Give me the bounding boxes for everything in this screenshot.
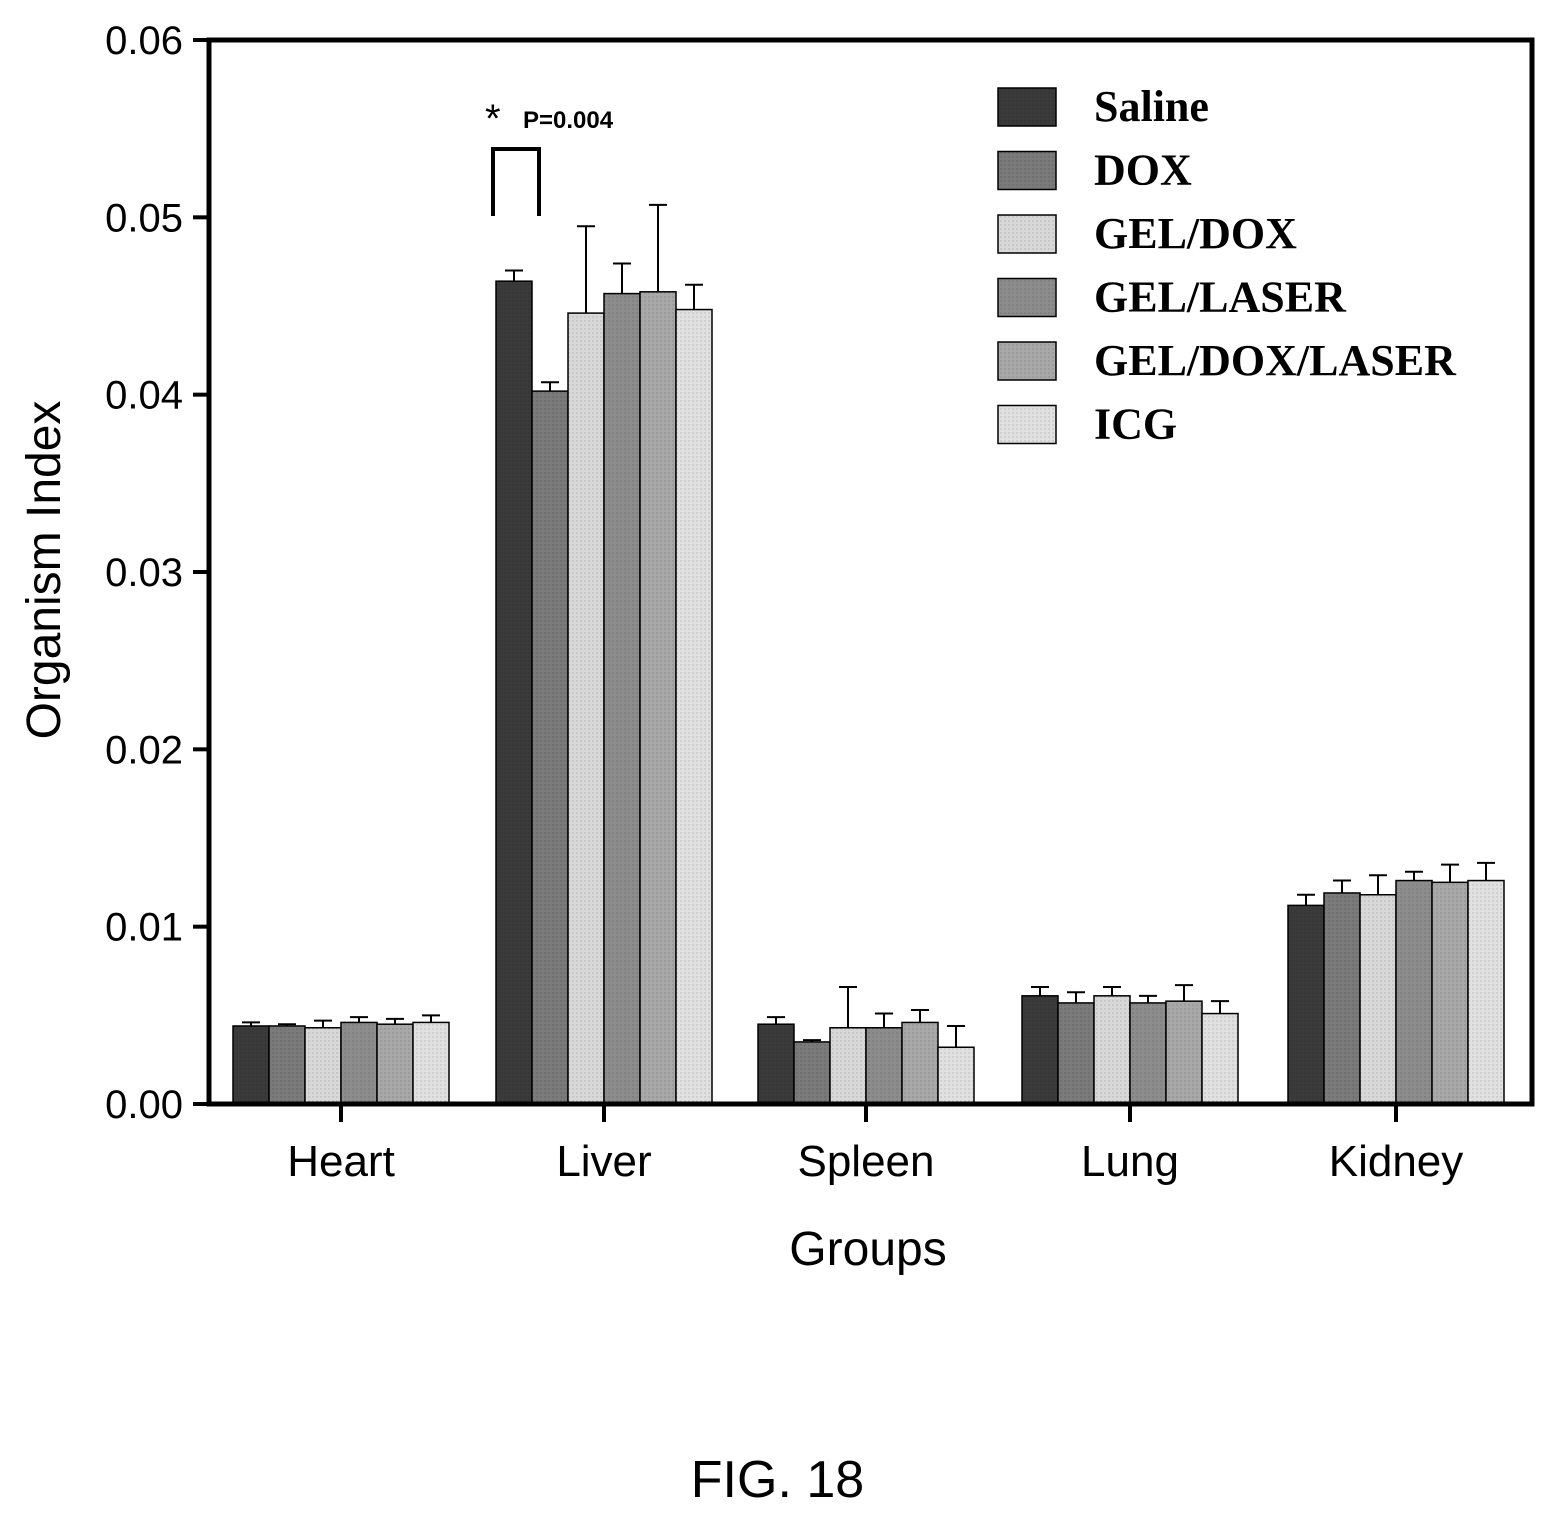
y-tick-label: 0.03: [105, 551, 183, 595]
bar-icg-spleen: [937, 1046, 975, 1105]
bar-saline-spleen: [757, 1023, 795, 1105]
bar-saline-lung: [1021, 995, 1059, 1105]
bar-gel-dox-laser-liver: [639, 291, 677, 1105]
x-tick-label-lung: Lung: [1081, 1137, 1179, 1186]
legend-swatch-texture: [998, 88, 1056, 126]
x-tick-label-liver: Liver: [556, 1137, 651, 1186]
bar-dox-spleen: [793, 1041, 831, 1105]
bar-gel-dox-lung: [1093, 995, 1131, 1105]
y-tick-label: 0.06: [105, 19, 183, 63]
y-tick-label: 0.04: [105, 374, 183, 418]
bar-dox-liver: [531, 390, 569, 1105]
legend-label-gel-dox-laser: GEL/DOX/LASER: [1094, 336, 1457, 385]
bar-dox-lung: [1057, 1002, 1095, 1105]
x-tick-label-spleen: Spleen: [797, 1137, 934, 1186]
bar-gel-dox-laser-spleen: [901, 1021, 939, 1105]
bar-saline-heart: [232, 1025, 270, 1105]
legend-swatch-texture: [998, 342, 1056, 380]
figure-caption: FIG. 18: [690, 1451, 865, 1509]
significance-annotation: * P=0.004: [485, 97, 614, 216]
legend-swatch-texture: [998, 278, 1056, 317]
legend: Saline DOX GEL/DOX GEL/LASER GEL/DOX/LASER IC…: [997, 82, 1457, 449]
axes: 0.00 0.01 0.02 0.03 0.04 0.05 0.06 Heart Liver Sp…: [105, 19, 1535, 1186]
bar-saline-kidney: [1287, 904, 1325, 1105]
bar-gel-dox-laser-kidney: [1431, 881, 1469, 1105]
bar-gel-dox-kidney: [1359, 893, 1397, 1105]
legend-label-icg: ICG: [1094, 400, 1177, 449]
y-tick-label: 0.05: [105, 196, 183, 240]
bar-gel-dox-laser-lung: [1165, 1000, 1203, 1105]
error-bars: [242, 203, 1495, 1048]
legend-swatch-texture: [998, 215, 1056, 253]
y-axis-title: Organism Index: [18, 401, 71, 740]
bar-gel-dox-liver: [567, 312, 605, 1105]
bar-dox-heart: [268, 1025, 306, 1105]
x-axis-title: Groups: [789, 1223, 946, 1276]
bar-dox-kidney: [1323, 892, 1361, 1105]
bar-saline-liver: [495, 280, 533, 1105]
legend-swatch-texture: [998, 405, 1056, 444]
legend-label-saline: Saline: [1094, 82, 1209, 131]
y-tick-label: 0.01: [105, 906, 183, 950]
bar-gel-laser-liver: [603, 292, 641, 1105]
bar-icg-lung: [1201, 1012, 1239, 1105]
bar-icg-heart: [412, 1021, 450, 1105]
x-tick-label-heart: Heart: [287, 1137, 395, 1186]
significance-bracket: [491, 147, 541, 216]
bar-gel-dox-spleen: [829, 1026, 867, 1105]
legend-swatch-texture: [998, 151, 1056, 190]
bar-icg-kidney: [1467, 879, 1505, 1105]
bar-gel-laser-kidney: [1395, 879, 1433, 1105]
p-value-label: P=0.004: [523, 107, 614, 134]
bar-gel-laser-heart: [340, 1021, 378, 1105]
x-tick-label-kidney: Kidney: [1329, 1137, 1464, 1186]
legend-label-dox: DOX: [1094, 146, 1192, 195]
legend-label-gel-laser: GEL/LASER: [1094, 273, 1347, 322]
plot-area: [232, 280, 1505, 1105]
bar-gel-laser-lung: [1129, 1002, 1167, 1105]
bar-gel-dox-laser-heart: [376, 1023, 414, 1105]
bar-gel-laser-spleen: [865, 1026, 903, 1105]
significance-star: *: [485, 97, 501, 141]
bar-gel-dox-heart: [304, 1026, 342, 1105]
legend-label-gel-dox: GEL/DOX: [1094, 209, 1297, 258]
bar-icg-liver: [675, 308, 713, 1105]
y-tick-label: 0.02: [105, 728, 183, 772]
y-tick-label: 0.00: [105, 1083, 183, 1127]
